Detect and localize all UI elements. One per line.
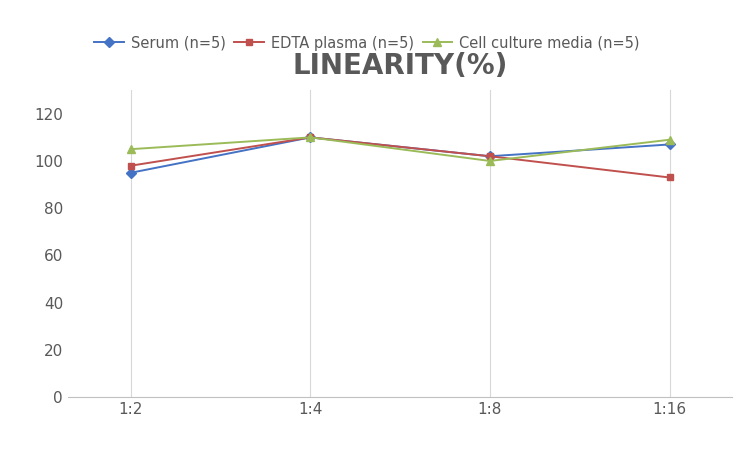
Cell culture media (n=5) [485,158,495,164]
EDTA plasma (n=5) [665,175,674,180]
EDTA plasma (n=5) [306,135,315,140]
Line: Cell culture media (n=5): Cell culture media (n=5) [127,133,673,165]
Line: Serum (n=5): Serum (n=5) [128,134,673,176]
Serum (n=5) [126,170,135,175]
Serum (n=5) [665,142,674,147]
Serum (n=5) [485,153,495,159]
EDTA plasma (n=5) [485,153,495,159]
Serum (n=5) [306,135,315,140]
Cell culture media (n=5) [126,147,135,152]
EDTA plasma (n=5) [126,163,135,168]
Line: EDTA plasma (n=5): EDTA plasma (n=5) [128,134,673,181]
Cell culture media (n=5) [665,137,674,143]
Legend: Serum (n=5), EDTA plasma (n=5), Cell culture media (n=5): Serum (n=5), EDTA plasma (n=5), Cell cul… [88,30,646,57]
Title: LINEARITY(%): LINEARITY(%) [292,51,508,79]
Cell culture media (n=5) [306,135,315,140]
